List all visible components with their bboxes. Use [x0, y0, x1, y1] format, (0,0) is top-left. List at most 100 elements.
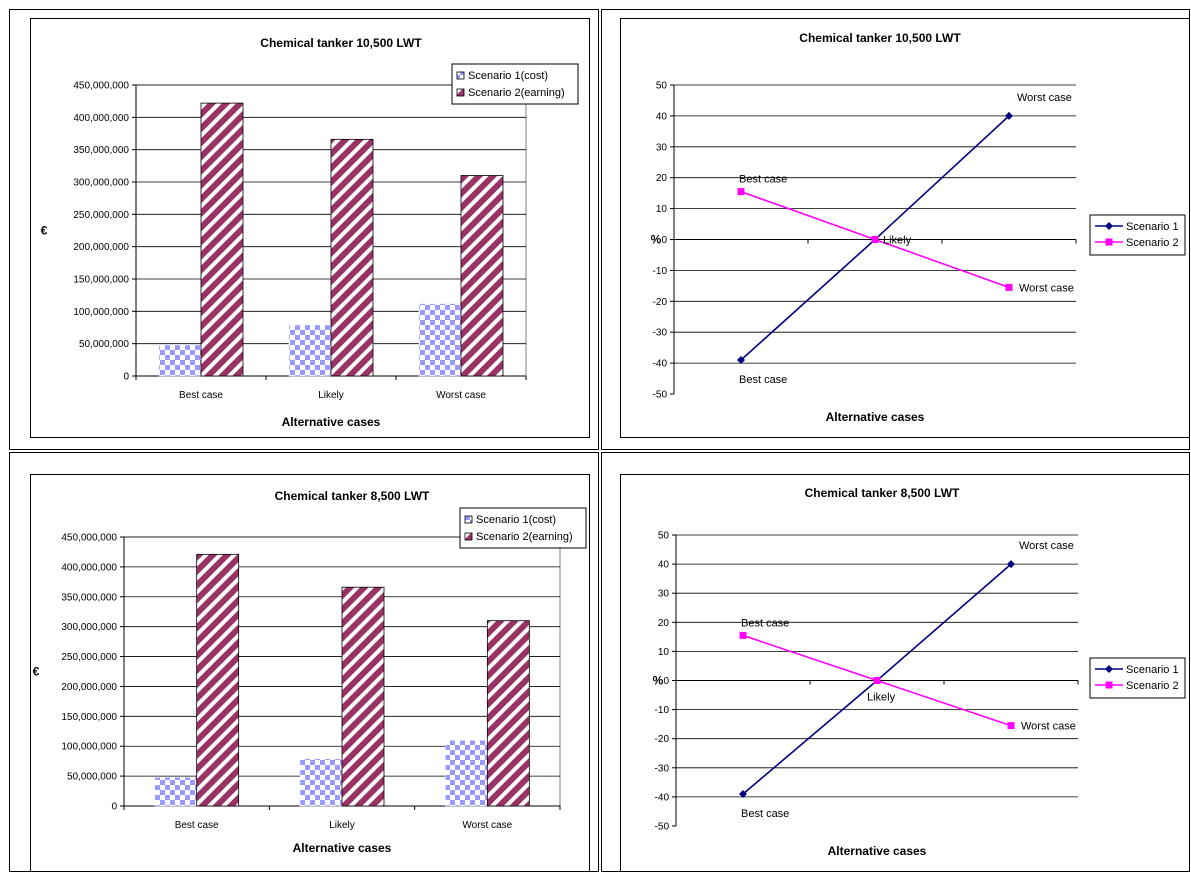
x-axis-title: Alternative cases — [828, 844, 927, 858]
y-tick-label: -50 — [653, 390, 668, 401]
legend-label-scenario-2: Scenario 2 — [1126, 237, 1179, 249]
legend-label-scenario-2: Scenario 2 — [1126, 680, 1179, 692]
bar-scenario-2 — [200, 102, 244, 377]
legend-box — [451, 63, 579, 105]
y-tick-label: 10 — [656, 204, 668, 215]
legend-swatch-scenario-1 — [464, 515, 473, 524]
y-tick-label: 250,000,000 — [73, 210, 129, 221]
y-tick-label: 0 — [663, 676, 669, 687]
x-tick-label: Likely — [318, 390, 344, 401]
bar-scenario-1 — [445, 739, 488, 807]
y-tick-label: 20 — [656, 173, 668, 184]
y-tick-label: 50 — [658, 531, 670, 542]
data-label: Best case — [739, 174, 787, 186]
y-tick-label: 400,000,000 — [61, 562, 117, 573]
legend-label-scenario-1: Scenario 1 — [1126, 221, 1179, 233]
y-axis-title: € — [41, 224, 48, 238]
y-tick-label: -20 — [655, 734, 670, 745]
bar-scenario-1 — [158, 344, 202, 377]
x-axis-title: Alternative cases — [282, 415, 381, 429]
y-tick-label: 50 — [656, 81, 668, 92]
y-tick-label: -10 — [655, 705, 670, 716]
y-tick-label: -40 — [653, 359, 668, 370]
y-tick-label: 200,000,000 — [61, 682, 117, 693]
bar-scenario-2 — [341, 586, 385, 807]
bar-scenario-2 — [196, 553, 240, 807]
data-label: Worst case — [1019, 282, 1074, 294]
bar-scenario-1 — [299, 758, 343, 807]
y-tick-label: 450,000,000 — [61, 533, 117, 544]
y-tick-label: 30 — [658, 589, 670, 600]
chart-title: Chemical tanker 8,500 LWT — [805, 486, 960, 500]
chart-1: 0 50,000,000 100,000,000 150,000,000 200,000… — [41, 36, 579, 429]
legend-label-scenario-2: Scenario 2(earning) — [476, 531, 573, 543]
point-scenario-2 — [737, 188, 745, 196]
chart-4: 50 40 30 20 10 0 -10 -20 -30 -40 -50 Chemical tanke… — [653, 486, 1186, 858]
y-tick-label: 200,000,000 — [73, 242, 129, 253]
legend-swatch-scenario-2 — [464, 532, 473, 541]
x-tick-label: Best case — [179, 390, 223, 401]
y-axis-title: % — [651, 233, 662, 247]
chart-title: Chemical tanker 10,500 LWT — [799, 31, 961, 45]
legend-marker-scenario-2 — [1105, 238, 1113, 246]
x-tick-label: Worst case — [462, 820, 512, 831]
point-scenario-1 — [1005, 111, 1013, 120]
legend-label-scenario-1: Scenario 1(cost) — [468, 70, 548, 82]
y-tick-label: 0 — [661, 235, 667, 246]
legend-label-scenario-2: Scenario 2(earning) — [468, 87, 565, 99]
y-tick-label: -30 — [653, 328, 668, 339]
data-label: Best case — [741, 617, 789, 629]
y-tick-label: -10 — [653, 266, 668, 277]
y-tick-label: 40 — [656, 111, 668, 122]
chart-title: Chemical tanker 8,500 LWT — [275, 489, 430, 503]
y-tick-label: -30 — [655, 763, 670, 774]
bar-scenario-2 — [330, 138, 374, 377]
y-tick-label: 300,000,000 — [61, 622, 117, 633]
y-axis-title: € — [33, 665, 40, 679]
y-tick-label: 150,000,000 — [73, 275, 129, 286]
y-tick-label: 450,000,000 — [73, 81, 129, 92]
y-tick-label: 30 — [656, 142, 668, 153]
x-tick-label: Worst case — [436, 390, 486, 401]
y-tick-label: 40 — [658, 560, 670, 571]
y-tick-label: 350,000,000 — [73, 145, 129, 156]
y-tick-label: 20 — [658, 618, 670, 629]
point-scenario-2 — [871, 236, 879, 243]
point-scenario-2 — [739, 631, 747, 639]
y-tick-label: -40 — [655, 792, 670, 803]
legend-marker-scenario-2 — [1105, 681, 1113, 689]
y-tick-label: 0 — [111, 802, 117, 813]
legend-label-scenario-1: Scenario 1 — [1126, 664, 1179, 676]
legend-box — [459, 507, 587, 549]
x-tick-label: Best case — [175, 820, 219, 831]
y-axis-title: % — [653, 674, 664, 688]
y-tick-label: -20 — [653, 297, 668, 308]
y-tick-label: 0 — [123, 372, 129, 383]
y-tick-label: 50,000,000 — [79, 339, 129, 350]
point-scenario-2 — [1005, 283, 1013, 291]
chart-2: 50 40 30 20 10 0 -10 -20 -30 -40 -50 Chemical tanke… — [651, 31, 1186, 424]
y-tick-label: 10 — [658, 647, 670, 658]
y-tick-label: 50,000,000 — [67, 772, 117, 783]
bar-scenario-1 — [418, 303, 462, 377]
y-tick-label: 100,000,000 — [61, 742, 117, 753]
y-tick-label: 100,000,000 — [73, 307, 129, 318]
legend-marker-scenario-1 — [1105, 665, 1113, 673]
point-scenario-1 — [1007, 560, 1015, 569]
legend-box — [1089, 214, 1186, 256]
x-axis-title: Alternative cases — [293, 841, 392, 855]
point-scenario-2 — [873, 677, 881, 684]
bar-scenario-1 — [154, 777, 197, 807]
x-tick-label: Likely — [329, 820, 355, 831]
data-label: Likely — [867, 692, 896, 704]
legend-label-scenario-1: Scenario 1(cost) — [476, 514, 556, 526]
y-tick-label: 250,000,000 — [61, 652, 117, 663]
legend-marker-scenario-1 — [1105, 222, 1113, 230]
chart-3: 0 50,000,000 100,000,000 150,000,000 200,000… — [33, 489, 587, 855]
y-tick-label: 150,000,000 — [61, 712, 117, 723]
y-tick-label: -50 — [655, 822, 670, 833]
legend-swatch-scenario-2 — [456, 88, 465, 97]
data-label: Worst case — [1017, 92, 1072, 104]
point-scenario-1 — [737, 356, 745, 365]
data-label: Worst case — [1019, 540, 1074, 552]
